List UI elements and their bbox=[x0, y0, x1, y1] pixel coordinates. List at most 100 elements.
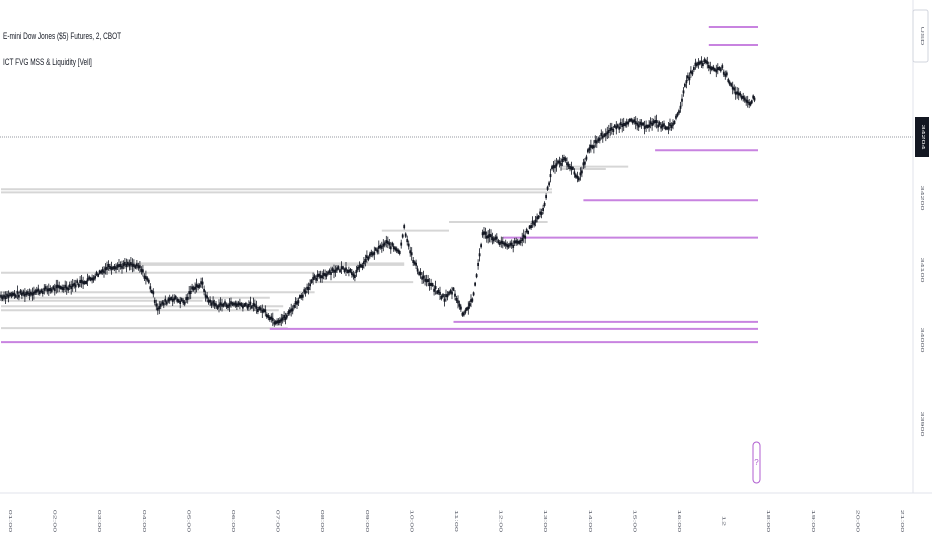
candle-body bbox=[59, 286, 62, 289]
candle-body bbox=[107, 264, 110, 267]
candle-body bbox=[685, 80, 688, 84]
candle-body bbox=[119, 264, 122, 267]
price-axis[interactable]: USD 34200 34100 34000 33900 34204 bbox=[912, 0, 932, 493]
candle-body bbox=[560, 162, 562, 166]
candle-body bbox=[492, 238, 495, 242]
candle-body bbox=[19, 290, 22, 294]
candle-body bbox=[472, 292, 475, 296]
candle-body bbox=[125, 263, 128, 267]
candle-body bbox=[376, 249, 379, 253]
candle-body bbox=[419, 271, 422, 275]
candle-body bbox=[736, 91, 739, 95]
candle-body bbox=[268, 317, 271, 320]
candle-body bbox=[451, 291, 453, 295]
candle-body bbox=[749, 102, 752, 106]
candle-body bbox=[691, 71, 694, 75]
candle-body bbox=[581, 170, 583, 174]
candle-body bbox=[221, 303, 223, 307]
candle-body bbox=[593, 145, 595, 149]
candle-body bbox=[271, 317, 274, 321]
candle-body bbox=[159, 303, 162, 307]
candle-body bbox=[171, 298, 174, 302]
candle-body bbox=[619, 122, 622, 126]
candle-body bbox=[380, 245, 383, 249]
candle-body bbox=[458, 303, 461, 307]
candle-body bbox=[156, 307, 159, 311]
candle-body bbox=[234, 302, 237, 306]
candle-body bbox=[554, 165, 556, 169]
candle-body bbox=[707, 65, 710, 68]
candle-body bbox=[604, 133, 607, 137]
candle-body bbox=[192, 287, 195, 291]
candle-body bbox=[551, 166, 553, 170]
candle-body bbox=[377, 245, 380, 249]
indicator-label[interactable]: ICT FVG MSS & Liquidity [Vell] bbox=[3, 57, 92, 67]
candle-body bbox=[561, 159, 564, 162]
candle-body bbox=[6, 293, 8, 297]
candle-body bbox=[15, 294, 17, 298]
candle-body bbox=[527, 230, 529, 234]
candle-body bbox=[710, 67, 713, 71]
candle-body bbox=[530, 225, 532, 228]
candle-body bbox=[564, 158, 567, 161]
candle-body bbox=[124, 261, 126, 265]
candle-body bbox=[681, 98, 683, 102]
candle-body bbox=[474, 282, 476, 286]
signal-marker[interactable]: ? bbox=[752, 441, 761, 484]
candle-body bbox=[503, 242, 506, 246]
candle-body bbox=[7, 294, 10, 298]
candle-body bbox=[709, 66, 712, 70]
candle-body bbox=[301, 294, 304, 298]
candle-body bbox=[158, 306, 161, 310]
candle-body bbox=[670, 125, 673, 128]
candle-body bbox=[276, 320, 278, 324]
candle-body bbox=[239, 302, 241, 306]
candle-body bbox=[55, 285, 58, 289]
candle-body bbox=[299, 295, 301, 299]
candle-body bbox=[16, 290, 19, 294]
candle-body bbox=[391, 242, 394, 246]
candle-body bbox=[494, 236, 497, 240]
candle-body bbox=[712, 66, 715, 70]
candle-body bbox=[467, 306, 470, 310]
candle-body bbox=[155, 303, 158, 307]
candle-body bbox=[118, 264, 120, 268]
candle-body bbox=[403, 225, 406, 229]
candle-body bbox=[3, 294, 5, 298]
last-price-label-bg bbox=[915, 117, 929, 157]
candle-body bbox=[300, 294, 303, 298]
candle-body bbox=[210, 302, 213, 306]
candle-body bbox=[273, 321, 276, 325]
candle-body bbox=[293, 304, 295, 308]
candle-body bbox=[463, 312, 465, 316]
candle-body bbox=[349, 269, 352, 273]
candle-body bbox=[628, 118, 631, 122]
time-tick-label: 09:00 bbox=[364, 510, 370, 532]
candle-body bbox=[243, 303, 246, 307]
candle-body bbox=[128, 263, 131, 267]
candle-body bbox=[284, 317, 287, 321]
candle-body bbox=[313, 275, 316, 279]
candle-body bbox=[219, 302, 222, 306]
candle-body bbox=[251, 305, 253, 309]
time-axis[interactable]: 01:00 02:00 03:00 04:00 05:00 06:00 07:00 08:00… bbox=[0, 492, 932, 532]
candle-body bbox=[584, 161, 586, 165]
candle-body bbox=[103, 270, 105, 274]
candle-body bbox=[200, 281, 202, 285]
candle-body bbox=[678, 110, 680, 114]
time-tick-label: 03:00 bbox=[97, 510, 103, 532]
candle-body bbox=[104, 267, 107, 271]
candle-body bbox=[404, 233, 407, 237]
time-tick-label: 05:00 bbox=[186, 510, 192, 532]
candle-body bbox=[688, 77, 691, 81]
candle-body bbox=[143, 275, 146, 279]
candle-body bbox=[197, 285, 199, 289]
candle-body bbox=[446, 294, 449, 298]
candle-body bbox=[748, 102, 751, 106]
symbol-title[interactable]: E-mini Dow Jones ($5) Futures, 2, CBOT bbox=[3, 31, 122, 41]
time-tick-label: 07:00 bbox=[275, 510, 281, 532]
candle-body bbox=[44, 286, 47, 290]
candle-body bbox=[325, 273, 328, 277]
candle-body bbox=[573, 171, 576, 175]
